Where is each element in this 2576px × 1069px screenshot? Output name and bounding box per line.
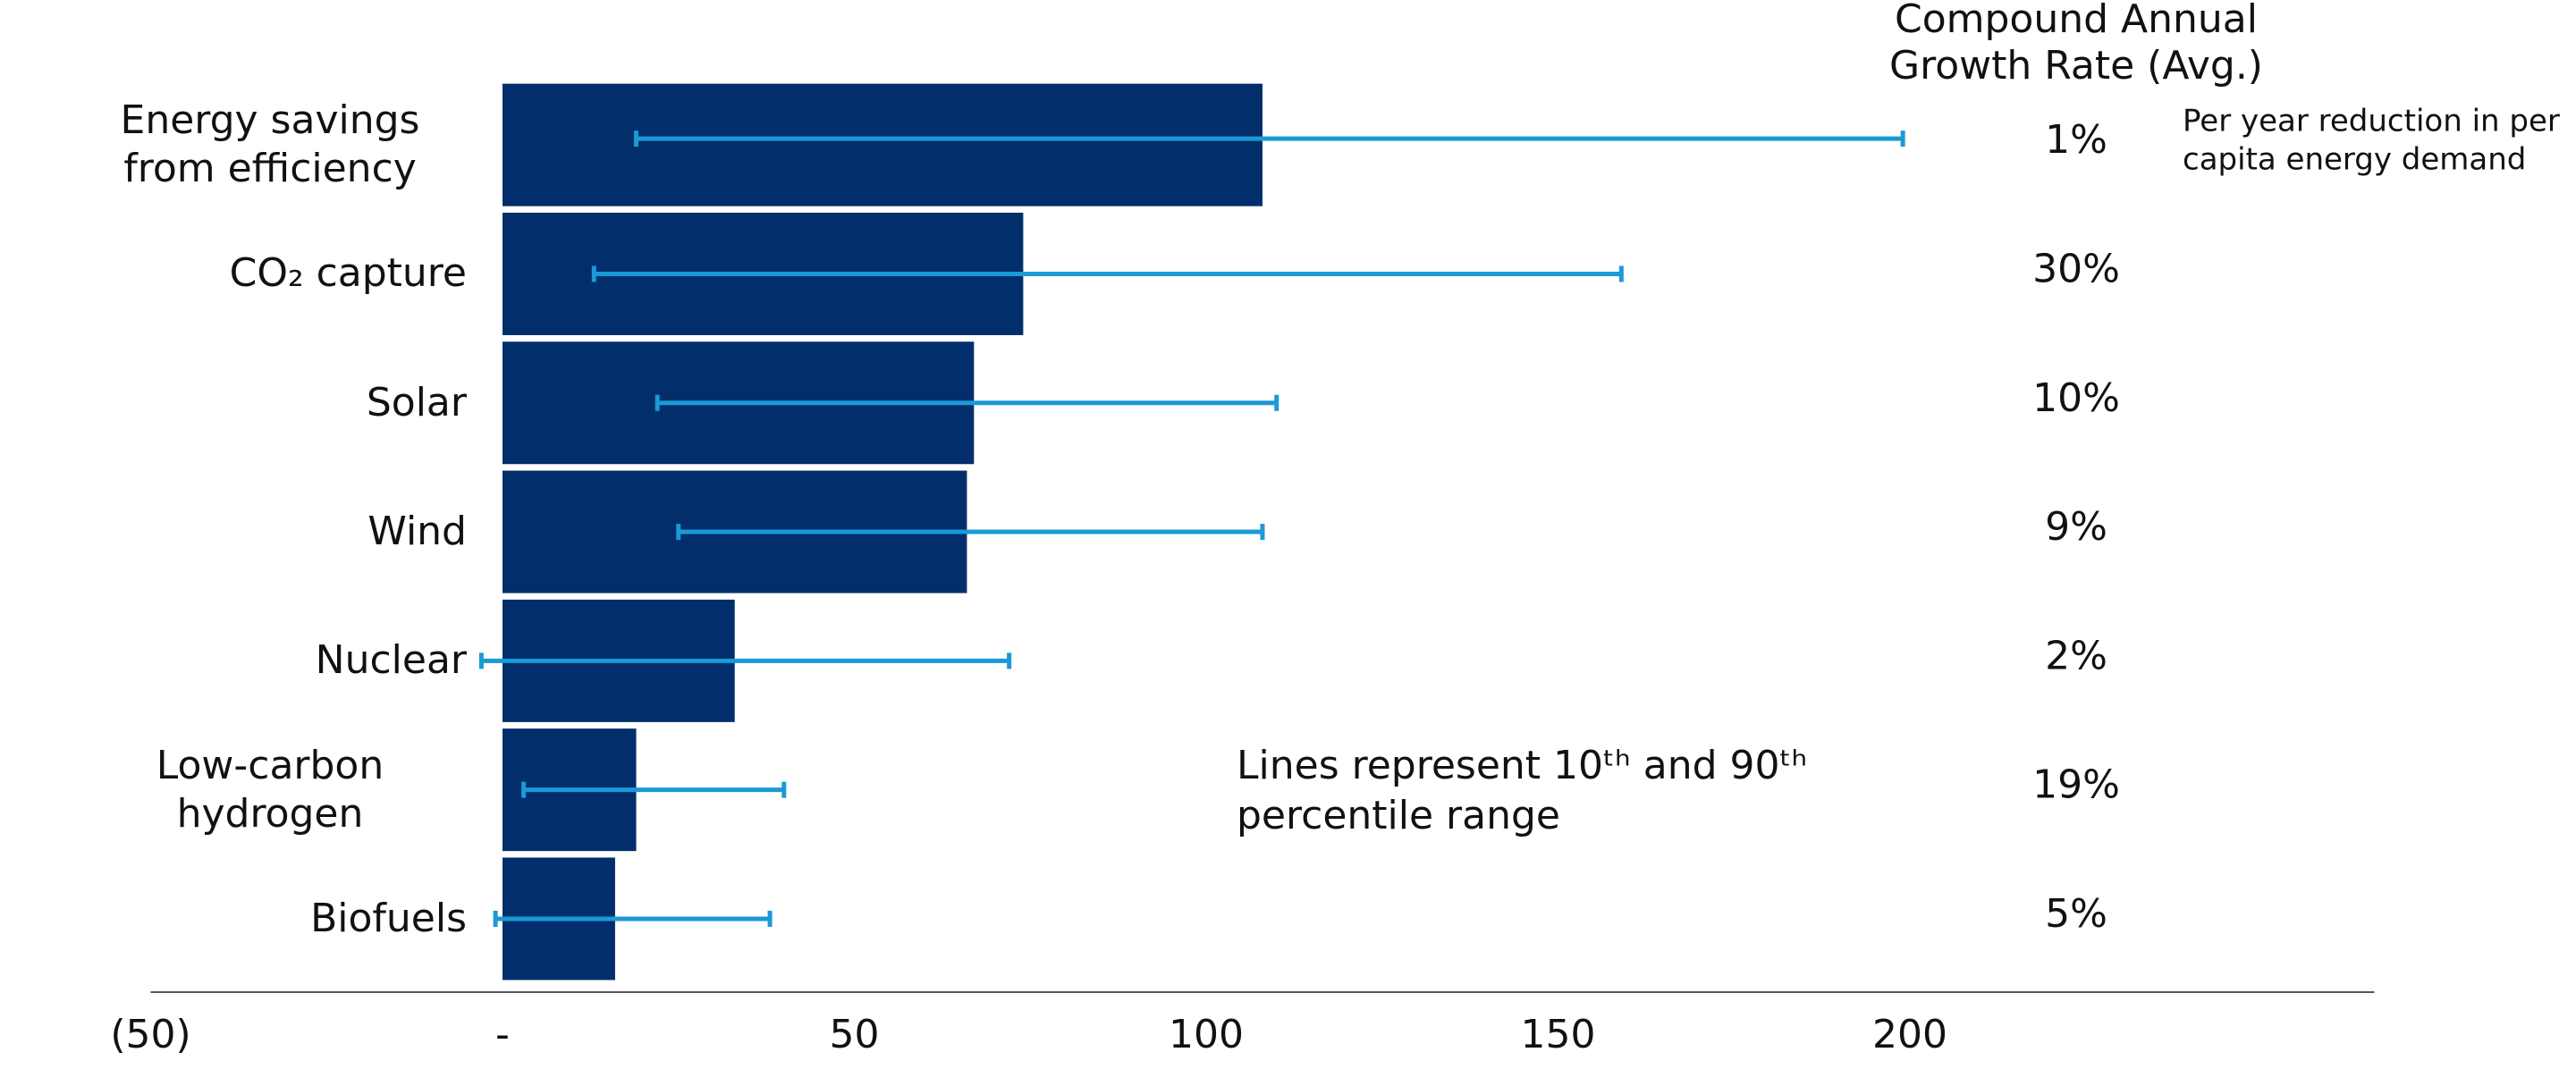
cagr-title: Growth Rate (Avg.) xyxy=(1889,43,2263,88)
range-bar xyxy=(655,394,1280,411)
annotation: Lines represent 10ᵗʰ and 90ᵗʰ xyxy=(1237,743,1807,788)
range-bar xyxy=(493,910,773,927)
range-bar xyxy=(521,781,787,798)
bar xyxy=(503,83,1263,206)
range-bar xyxy=(634,130,1905,147)
range-bar xyxy=(591,265,1624,282)
cagr-label: 1% xyxy=(2045,117,2107,163)
x-tick-label: 50 xyxy=(830,1012,880,1057)
category-label: Low-carbon hydrogen xyxy=(156,742,384,837)
cagr-label: 30% xyxy=(2032,246,2120,291)
category-label: Biofuels xyxy=(310,895,467,941)
x-tick-label: 200 xyxy=(1872,1012,1947,1057)
cagr-label: 10% xyxy=(2032,375,2120,421)
annotation: percentile range xyxy=(1237,793,1560,838)
x-tick-label: 150 xyxy=(1521,1012,1596,1057)
cagr-title: Compound Annual xyxy=(1895,0,2258,42)
category-label: Wind xyxy=(367,509,467,555)
cagr-label: 5% xyxy=(2045,891,2107,937)
cagr-label: 19% xyxy=(2032,762,2120,808)
cagr-note: Per year reduction in per xyxy=(2183,104,2560,139)
category-label: Energy savings from efficiency xyxy=(120,97,420,192)
cagr-label: 9% xyxy=(2045,504,2107,550)
range-bar xyxy=(478,652,1012,669)
category-label: Nuclear xyxy=(315,637,467,684)
x-tick-label: 100 xyxy=(1169,1012,1244,1057)
x-tick-label: - xyxy=(495,1012,510,1057)
category-label: CO₂ capture xyxy=(229,250,467,297)
category-label: Solar xyxy=(366,379,467,425)
cagr-note: capita energy demand xyxy=(2183,142,2526,178)
x-tick-label: (50) xyxy=(110,1012,190,1057)
range-bar xyxy=(676,524,1265,541)
cagr-label: 2% xyxy=(2045,633,2107,678)
